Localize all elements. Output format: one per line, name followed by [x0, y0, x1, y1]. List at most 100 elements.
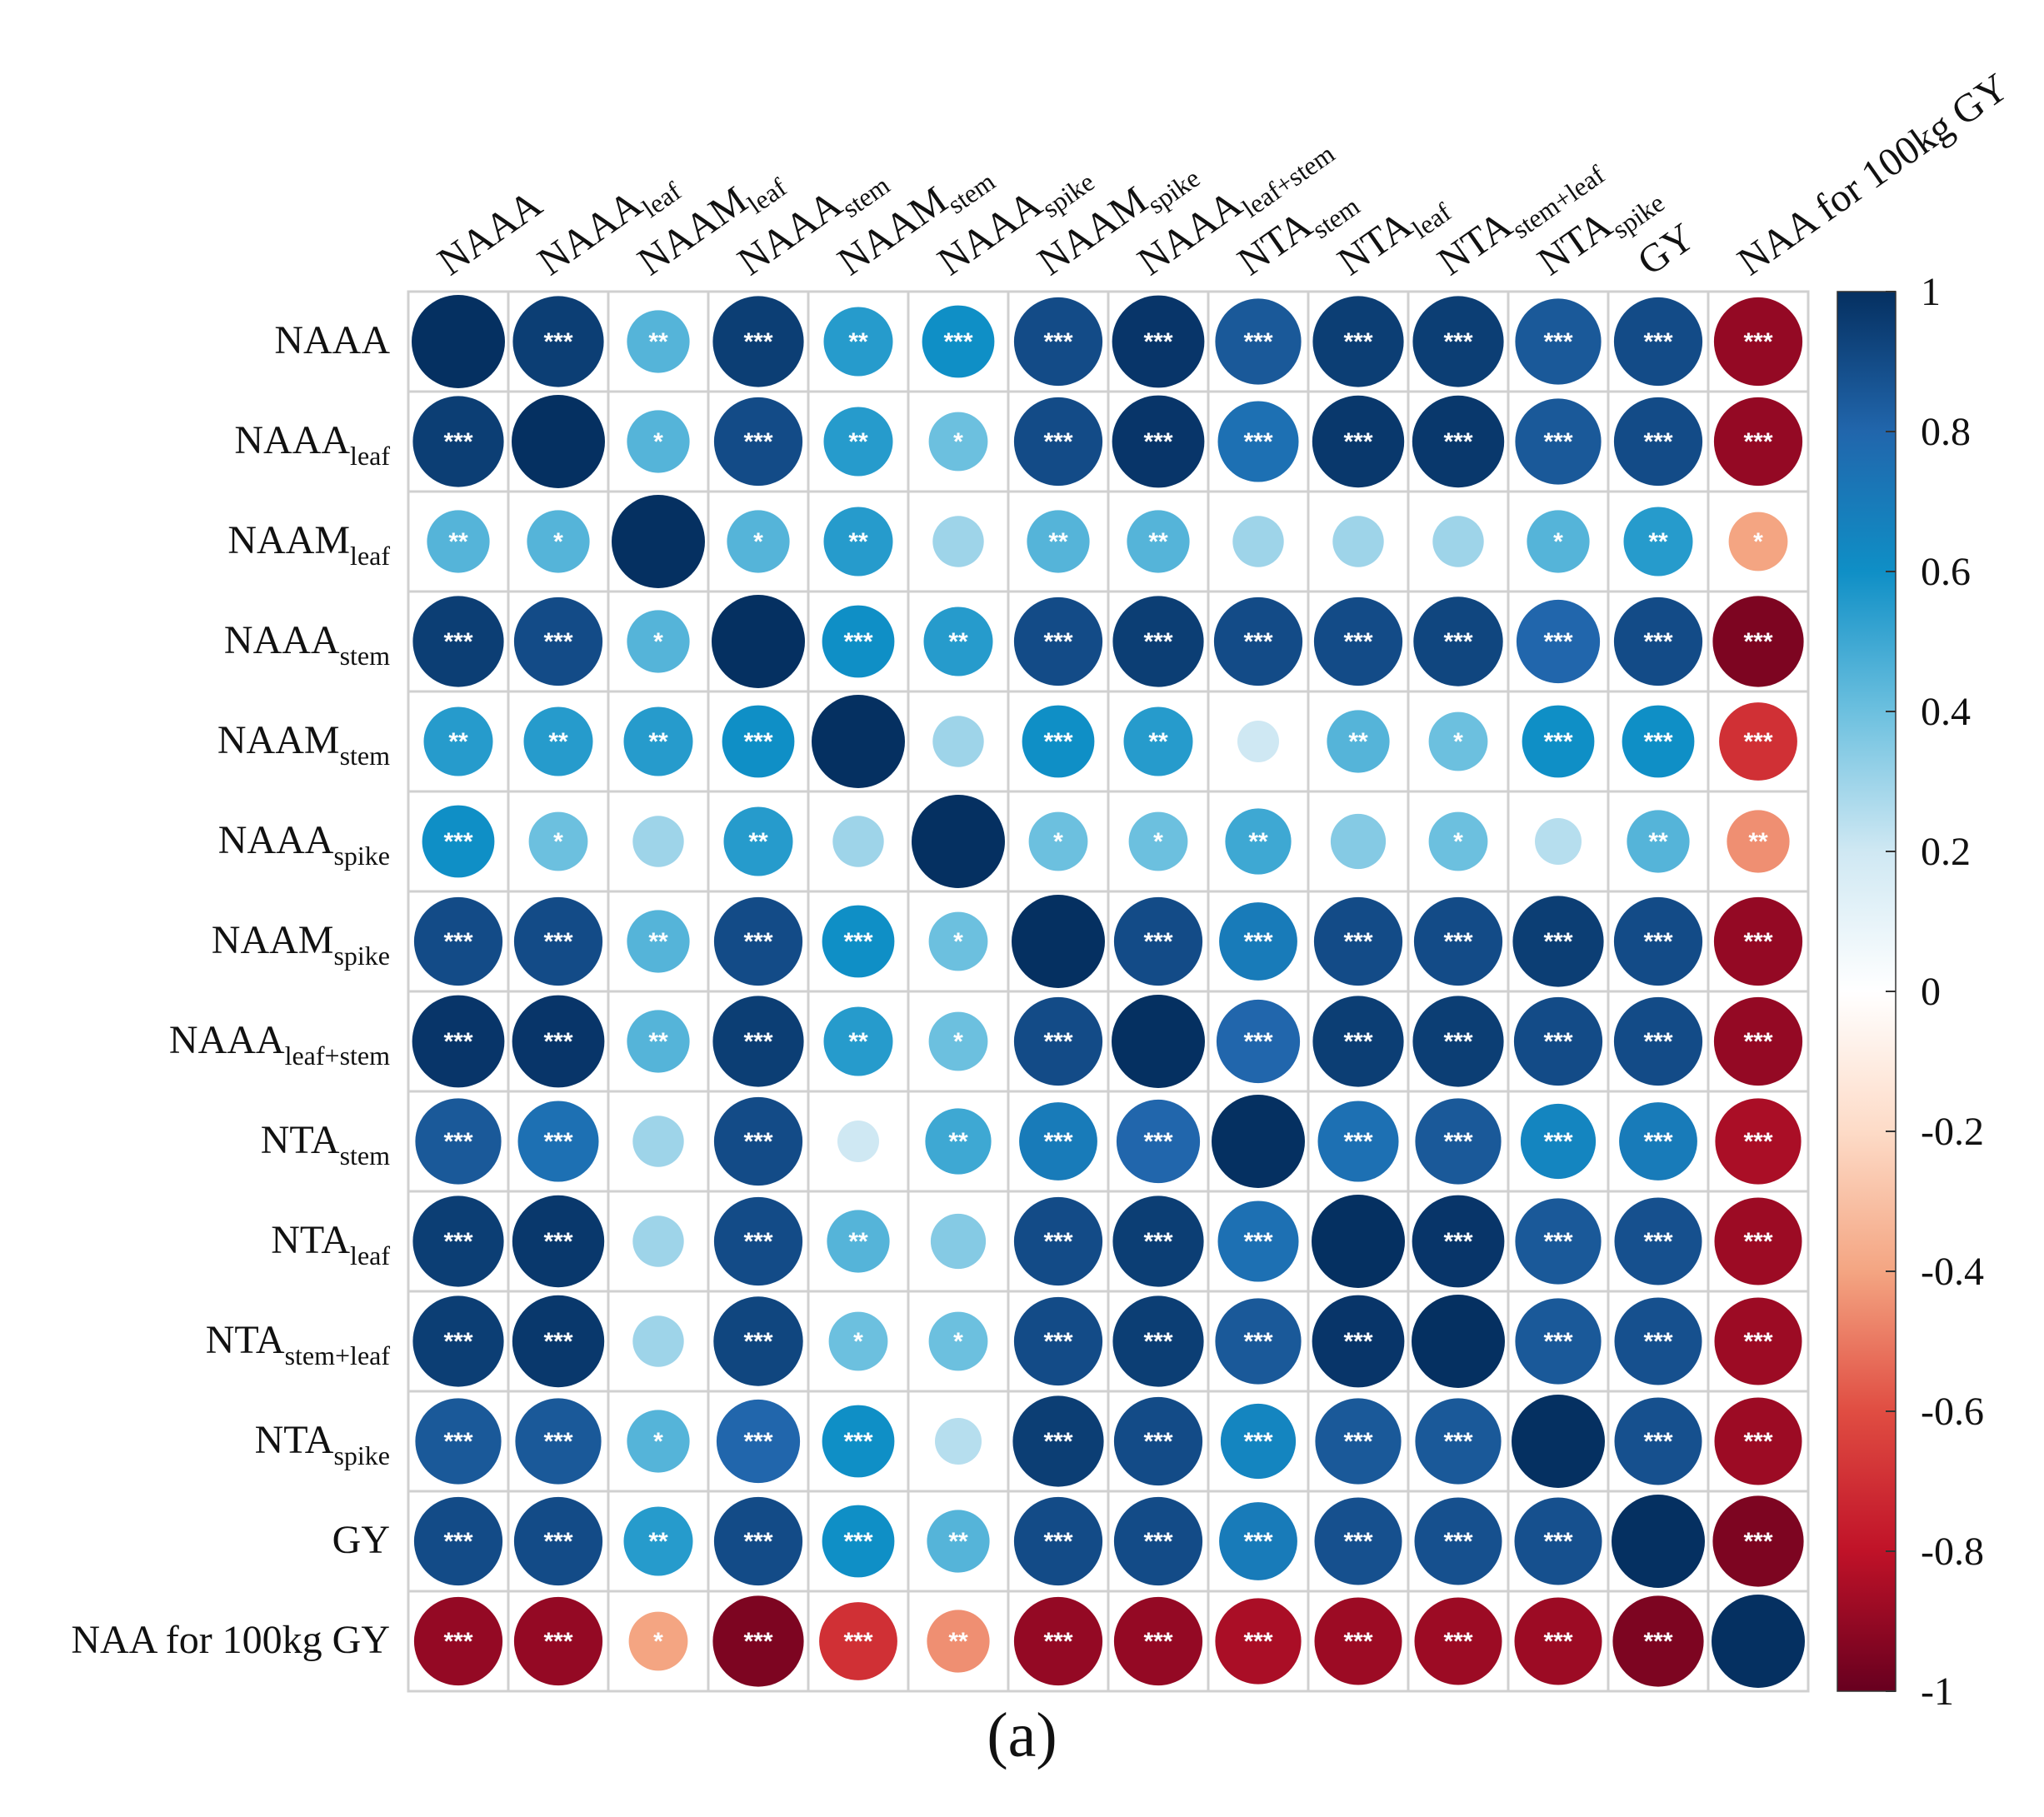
corr-circle-r2-c12: [1623, 507, 1693, 577]
significance-mark: ***: [1543, 1128, 1572, 1156]
significance-mark: ***: [743, 428, 772, 456]
corr-circle-r4-c0: [423, 706, 493, 776]
corr-circle-r5-c6: [1028, 811, 1088, 871]
corr-circle-r2-c3: [727, 510, 790, 573]
significance-mark: ***: [1343, 428, 1372, 456]
corr-circle-r6-c3: [713, 896, 803, 986]
corr-circle-r4-c6: [1022, 705, 1095, 778]
significance-mark: **: [948, 628, 968, 656]
corr-circle-r13-c10: [1414, 1597, 1502, 1685]
corr-circle-r6-c1: [513, 896, 603, 986]
significance-mark: ***: [1143, 1428, 1172, 1455]
column-label: NAA for 100kg GY: [1730, 65, 2017, 284]
significance-mark: ***: [543, 1528, 572, 1555]
corr-circle-r10-c4: [828, 1311, 888, 1371]
corr-circle-r13-c7: [1113, 1596, 1203, 1686]
significance-mark: ***: [1443, 328, 1472, 356]
significance-mark: ***: [1143, 428, 1172, 456]
colorbar-tick-label: 0.4: [1921, 690, 1971, 734]
significance-mark: ***: [743, 1028, 772, 1056]
significance-mark: *: [1053, 828, 1063, 856]
significance-mark: *: [953, 1328, 963, 1355]
corr-circle-r6-c11: [1512, 896, 1604, 987]
corr-circle-r8-c1: [517, 1101, 599, 1182]
corr-circle-r5-c8: [1225, 808, 1292, 875]
significance-mark: ***: [543, 1028, 572, 1056]
significance-mark: ***: [1043, 1028, 1072, 1056]
corr-circle-r12-c5: [927, 1510, 990, 1573]
significance-mark: ***: [1143, 1128, 1172, 1156]
colorbar-tick-label: -0.6: [1921, 1390, 1984, 1434]
corr-circle-r8-c5: [925, 1108, 992, 1175]
significance-mark: ***: [1043, 1628, 1072, 1655]
significance-mark: ***: [443, 1528, 472, 1555]
significance-mark: ***: [1643, 1128, 1672, 1156]
corr-circle-r10-c9: [1312, 1295, 1405, 1388]
significance-mark: ***: [1443, 1128, 1472, 1156]
corr-circle-r1-c0: [412, 396, 504, 487]
significance-mark: ***: [443, 628, 472, 656]
corr-circle-r3-c5: [923, 606, 993, 676]
corr-circle-r3-c0: [412, 596, 504, 687]
corr-circle-r2-c2: [612, 495, 705, 588]
row-label: NAAAleaf: [234, 418, 390, 471]
significance-mark: **: [448, 528, 468, 556]
significance-mark: ***: [443, 1328, 472, 1355]
significance-mark: *: [553, 528, 563, 556]
corr-circle-r4-c13: [1719, 702, 1797, 781]
significance-mark: ***: [1243, 428, 1272, 456]
corr-circle-r11-c9: [1315, 1398, 1402, 1485]
corr-circle-r7-c6: [1013, 996, 1103, 1086]
corr-circle-r9-c9: [1312, 1195, 1405, 1288]
corr-circle-r8-c10: [1415, 1098, 1502, 1185]
corr-circle-r3-c1: [513, 597, 603, 686]
significance-mark: *: [653, 1428, 663, 1455]
significance-mark: ***: [1243, 1628, 1272, 1655]
corr-circle-r4-c7: [1123, 706, 1193, 776]
significance-mark: ***: [1743, 1028, 1772, 1056]
significance-mark: ***: [1443, 1428, 1472, 1455]
significance-mark: ***: [1443, 428, 1472, 456]
corr-circle-r0-c9: [1312, 296, 1404, 387]
significance-mark: ***: [1343, 1528, 1372, 1555]
corr-circle-r9-c8: [1217, 1201, 1299, 1282]
corr-circle-r4-c10: [1428, 711, 1488, 771]
significance-mark: ***: [1043, 1228, 1072, 1255]
corr-circle-r13-c1: [513, 1596, 603, 1686]
corr-circle-r1-c3: [713, 397, 803, 487]
corr-circle-r11-c3: [716, 1399, 801, 1484]
significance-mark: ***: [443, 428, 472, 456]
corr-circle-r10-c12: [1614, 1297, 1702, 1385]
significance-mark: *: [753, 528, 763, 556]
colorbar-tick-label: -1: [1921, 1670, 1954, 1714]
corr-circle-r3-c12: [1613, 597, 1703, 686]
significance-mark: ***: [1643, 928, 1672, 956]
significance-mark: ***: [743, 1628, 772, 1655]
corr-circle-r2-c11: [1527, 510, 1590, 573]
corr-circle-r5-c2: [632, 816, 684, 867]
correlation-circles: *** ** *** ** *** *** *** *** *** *** *** *** ******…: [412, 295, 1805, 1688]
corr-circle-r4-c1: [523, 706, 593, 776]
corr-circle-r4-c2: [623, 706, 693, 776]
matrix-grid: [407, 290, 1810, 1693]
corr-circle-r6-c7: [1113, 896, 1203, 986]
corr-circle-r9-c3: [713, 1196, 803, 1286]
significance-mark: ***: [1743, 1128, 1772, 1156]
corr-circle-r6-c2: [627, 910, 690, 973]
column-label: NAAA: [430, 182, 550, 284]
corr-circle-r2-c8: [1232, 516, 1284, 567]
corr-circle-r1-c4: [823, 407, 893, 477]
corr-circle-r10-c1: [512, 1295, 605, 1388]
significance-mark: ***: [1143, 328, 1172, 356]
significance-mark: **: [1648, 528, 1668, 556]
corr-circle-r8-c13: [1715, 1098, 1802, 1185]
corr-circle-r4-c9: [1327, 710, 1390, 773]
corr-circle-r5-c7: [1128, 811, 1188, 871]
corr-circle-r13-c11: [1514, 1597, 1602, 1685]
significance-mark: ***: [1743, 1228, 1772, 1255]
significance-mark: ***: [943, 328, 972, 356]
significance-mark: ***: [1643, 1028, 1672, 1056]
colorbar-tick-label: -0.4: [1921, 1250, 1984, 1294]
significance-mark: ***: [1743, 428, 1772, 456]
significance-mark: ***: [1743, 1528, 1772, 1555]
